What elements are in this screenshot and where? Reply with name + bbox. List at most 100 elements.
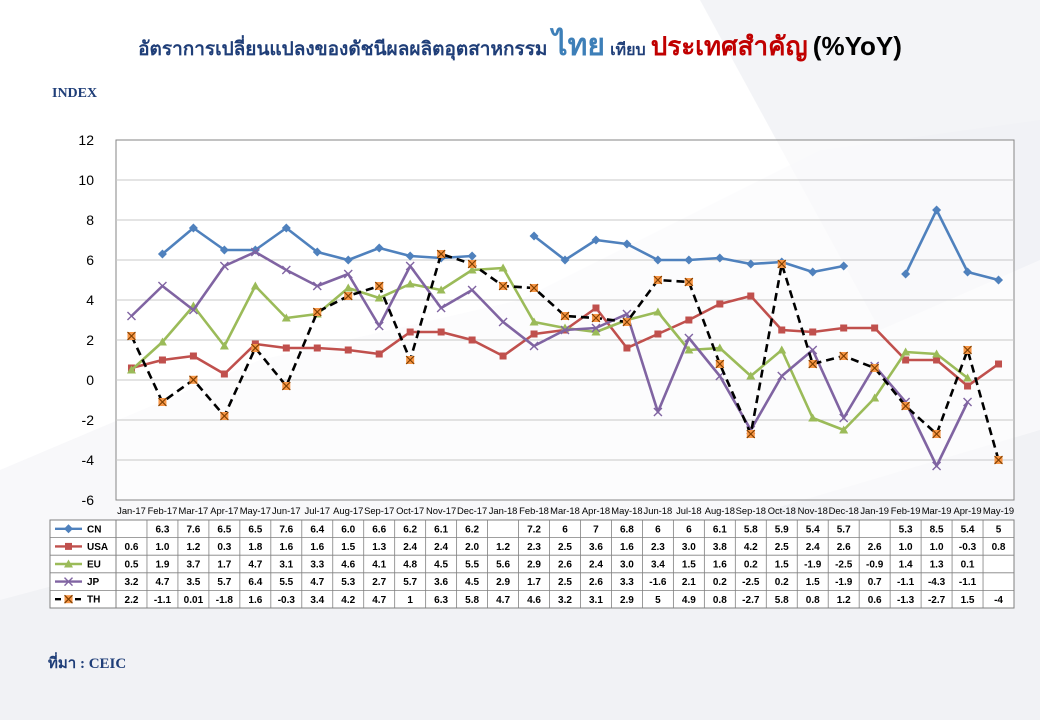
plot-area	[115, 139, 1015, 501]
th-point-cross	[281, 381, 291, 391]
data-label: 4.6	[527, 595, 541, 606]
th-point-cross	[312, 307, 322, 317]
legend-key-th	[55, 594, 82, 604]
usa-point	[220, 370, 228, 378]
data-label: -2.7	[928, 595, 946, 606]
cn-point	[64, 524, 73, 534]
eu-point	[126, 365, 136, 374]
th-point-cross	[994, 455, 1003, 465]
y-tick-label: -6	[82, 492, 95, 508]
data-label: 5.9	[775, 524, 789, 535]
eu-point	[405, 279, 415, 288]
usa-point	[902, 356, 910, 364]
usa-point	[964, 382, 972, 390]
usa-point	[282, 344, 290, 352]
eu-point	[870, 393, 880, 402]
cn-point	[157, 249, 167, 259]
x-tick-label: Jul-18	[676, 505, 702, 516]
y-tick-label: 4	[86, 292, 94, 308]
data-label: 5.5	[279, 577, 293, 588]
data-label: 2.9	[620, 595, 634, 606]
cn-point	[808, 267, 818, 277]
data-label: 4.7	[310, 577, 324, 588]
data-label: 4.7	[155, 577, 169, 588]
x-tick-label: Nov-18	[798, 505, 828, 516]
eu-point	[746, 371, 756, 380]
data-label: 1.0	[899, 542, 913, 553]
usa-point	[933, 356, 941, 364]
series-line-eu	[130, 266, 969, 432]
data-label: 1.6	[279, 542, 293, 553]
data-label: 4.7	[372, 595, 386, 606]
th-point-cross	[715, 359, 725, 369]
jp-point	[560, 325, 570, 335]
data-label: -4	[994, 595, 1003, 606]
usa-point	[344, 346, 352, 354]
jp-point	[126, 311, 136, 321]
data-label: 7.2	[527, 524, 541, 535]
data-label: 5	[655, 595, 661, 606]
data-label: -1.1	[959, 577, 977, 588]
data-label: 6.4	[248, 577, 262, 588]
data-label: 2.6	[837, 542, 851, 553]
x-tick-label: Jun-18	[644, 505, 673, 516]
data-label: 1.0	[930, 542, 944, 553]
data-label: 1.6	[310, 542, 324, 553]
data-label: 3.7	[186, 560, 200, 571]
data-label: 3.4	[651, 560, 665, 571]
data-label: 1.8	[248, 542, 262, 553]
eu-point	[498, 263, 508, 272]
title-unit: (%YoY)	[812, 31, 902, 61]
data-label: 1.5	[341, 542, 355, 553]
series-th	[127, 249, 1003, 465]
data-label: 2.3	[651, 542, 665, 553]
data-label: 6	[686, 524, 692, 535]
data-label: 1.6	[248, 595, 262, 606]
th-point-cross	[343, 291, 353, 301]
x-tick-label: Dec-17	[457, 505, 487, 516]
th-point-cross	[746, 429, 756, 439]
data-label: 2.1	[682, 577, 696, 588]
data-label: 6.0	[341, 524, 355, 535]
data-label: 3.6	[589, 542, 603, 553]
x-tick-label: Apr-17	[210, 505, 238, 516]
data-label: -1.6	[649, 577, 667, 588]
data-label: 6.4	[310, 524, 324, 535]
legend-key-eu	[55, 559, 82, 568]
jp-point	[653, 407, 663, 417]
th-point-cross	[188, 375, 198, 385]
y-tick-label: -4	[82, 452, 95, 468]
data-label: 4.8	[403, 560, 417, 571]
eu-point	[777, 345, 787, 354]
usa-point	[716, 300, 724, 308]
th-point-cross	[158, 397, 167, 407]
th-point-cross	[127, 331, 136, 341]
jp-point	[405, 261, 415, 271]
x-tick-label: Apr-19	[953, 505, 981, 516]
th-point-cross	[901, 401, 911, 411]
jp-point	[684, 333, 694, 343]
data-label: 5.6	[496, 560, 510, 571]
data-label: 2.6	[589, 577, 603, 588]
cn-point	[405, 251, 415, 261]
x-tick-label: Oct-18	[768, 505, 796, 516]
data-label: 3.2	[558, 595, 572, 606]
cn-point	[715, 253, 725, 263]
data-label: 3.1	[279, 560, 293, 571]
usa-point	[158, 356, 166, 364]
data-label: 2.4	[589, 560, 603, 571]
data-label: 2.6	[868, 542, 882, 553]
jp-point	[529, 341, 539, 351]
legend-key-jp	[55, 577, 82, 587]
y-axis-title: INDEX	[52, 86, 98, 101]
th-point-cross	[963, 345, 972, 355]
th-point-cross	[374, 281, 384, 291]
data-label: 0.8	[806, 595, 820, 606]
data-label: 4.5	[434, 560, 448, 571]
data-label: 6.1	[713, 524, 727, 535]
eu-point	[219, 341, 229, 350]
x-tick-label: Apr-18	[582, 505, 610, 516]
x-tick-label: Sep-18	[736, 505, 766, 516]
data-label: 1.0	[155, 542, 169, 553]
th-point-cross	[622, 317, 632, 327]
